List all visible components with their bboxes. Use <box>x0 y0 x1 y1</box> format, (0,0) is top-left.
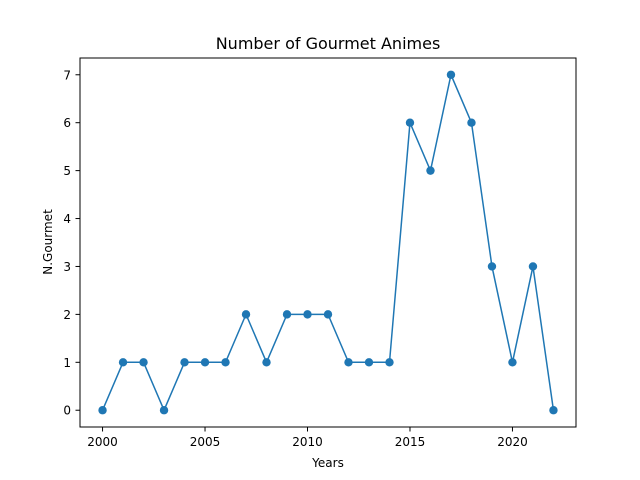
data-point <box>262 358 271 367</box>
data-point <box>139 358 148 367</box>
data-point <box>303 310 312 319</box>
y-tick-label: 7 <box>63 68 71 82</box>
series-line <box>101 72 555 413</box>
plot-frame <box>79 57 577 428</box>
y-tick-label: 3 <box>63 260 71 274</box>
chart-title: Number of Gourmet Animes <box>216 34 441 53</box>
y-tick-label: 5 <box>63 164 71 178</box>
y-tick-label: 1 <box>63 356 71 370</box>
x-tick-label: 2010 <box>292 435 323 449</box>
x-tick-label: 2020 <box>497 435 528 449</box>
data-point <box>344 358 353 367</box>
x-axis-label: Years <box>311 456 344 470</box>
data-point <box>98 406 107 415</box>
y-tick-label: 4 <box>63 212 71 226</box>
data-point <box>180 358 189 367</box>
data-point <box>221 358 230 367</box>
data-point <box>549 406 558 415</box>
data-point <box>200 358 210 367</box>
data-point <box>385 358 394 367</box>
y-tick-label: 6 <box>63 116 71 130</box>
data-point <box>323 310 333 319</box>
y-tick-label: 2 <box>63 308 71 322</box>
data-point <box>118 358 128 367</box>
x-tick-label: 2015 <box>395 435 426 449</box>
data-point <box>508 358 517 367</box>
data-point <box>467 118 476 127</box>
y-axis-label: N.Gourmet <box>41 209 55 275</box>
data-point <box>241 310 251 319</box>
data-point <box>405 118 415 127</box>
data-point <box>426 166 435 175</box>
data-point <box>282 310 292 319</box>
y-tick-label: 0 <box>63 404 71 418</box>
x-tick-label: 2000 <box>87 435 118 449</box>
plot-area: 2000 2005 2010 2015 2020 0 1 2 3 4 5 6 7 <box>63 57 577 449</box>
data-point <box>446 70 456 79</box>
data-point <box>159 406 169 415</box>
x-tick-label: 2005 <box>190 435 221 449</box>
data-point <box>364 358 374 367</box>
data-point <box>528 262 538 271</box>
data-point <box>487 262 497 271</box>
